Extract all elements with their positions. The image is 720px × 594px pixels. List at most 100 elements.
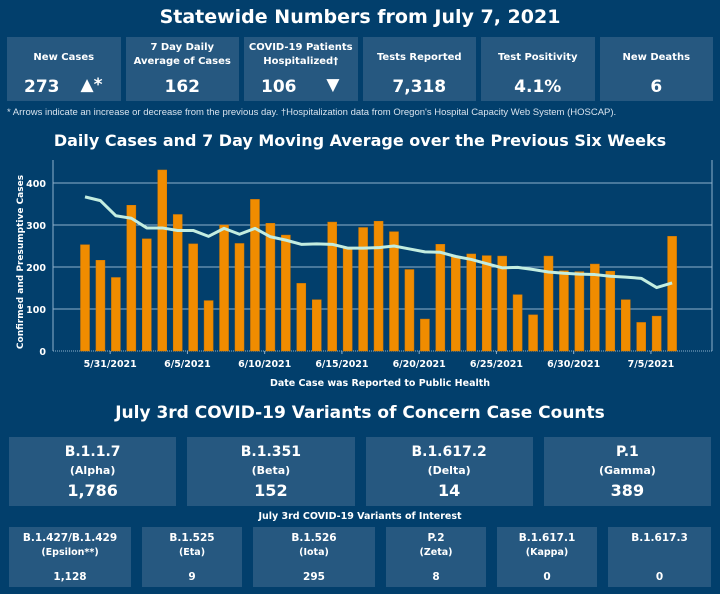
kpi-new-cases: New Cases 273 ▲* xyxy=(7,37,121,101)
bar xyxy=(312,299,322,352)
kpi-value: 7,318 xyxy=(392,77,447,97)
variants-of-interest: B.1.427/B.1.429 (Epsilon**) 1,128 B.1.52… xyxy=(9,527,711,587)
footnote: * Arrows indicate an increase or decreas… xyxy=(7,107,617,118)
kpi-value: 162 xyxy=(164,77,201,97)
bar xyxy=(621,299,631,352)
up-arrow-icon: ▲* xyxy=(80,75,103,95)
variant-count: 1,786 xyxy=(67,481,118,500)
bar xyxy=(451,256,461,352)
bar xyxy=(404,269,415,352)
kpi-value: 6 xyxy=(650,77,663,97)
kpi-test-positivity: Test Positivity 4.1% xyxy=(481,37,595,101)
variant-name: (Beta) xyxy=(251,464,291,477)
x-tick-label: 6/15/2021 xyxy=(315,359,368,370)
variant-lineage: B.1.1.7 xyxy=(64,444,121,460)
variant-count: 9 xyxy=(188,571,196,583)
variants-of-concern: B.1.1.7 (Alpha) 1,786 B.1.351 (Beta) 152… xyxy=(9,437,711,506)
bar xyxy=(651,315,662,352)
bar xyxy=(528,314,538,352)
bar xyxy=(497,255,507,352)
bar xyxy=(574,271,585,352)
kpi-label: New Deaths xyxy=(622,52,691,63)
kpi-label: 7 Day Daily Average of Cases xyxy=(133,42,231,67)
x-tick-label: 6/10/2021 xyxy=(238,359,291,370)
variant-lineage: B.1.427/B.1.429 xyxy=(22,532,118,544)
kpi-tests-reported: Tests Reported 7,318 xyxy=(362,37,476,101)
page-title: Statewide Numbers from July 7, 2021 xyxy=(159,6,561,28)
variant-card: B.1.427/B.1.429 (Epsilon**) 1,128 xyxy=(9,527,131,587)
variant-name: (Gamma) xyxy=(598,464,656,477)
daily-cases-chart: 0 100 200 300 400 5/31/2021 6/5/2021 6/10/2021… xyxy=(16,160,713,389)
variant-card: P.1 (Gamma) 389 xyxy=(543,437,711,506)
variant-card: B.1.617.2 (Delta) 14 xyxy=(365,437,533,506)
bar xyxy=(126,205,137,352)
y-tick-label: 300 xyxy=(26,221,46,232)
y-tick-label: 0 xyxy=(39,347,46,358)
variant-name: (Iota) xyxy=(299,547,329,558)
kpi-label: Tests Reported xyxy=(376,52,462,63)
bar xyxy=(435,244,446,352)
bar xyxy=(234,243,245,352)
variant-card: P.2 (Zeta) 8 xyxy=(386,527,486,587)
bar xyxy=(188,243,198,352)
bar xyxy=(203,300,214,352)
variant-name: (Epsilon**) xyxy=(41,547,99,558)
x-axis-label: Date Case was Reported to Public Health xyxy=(270,378,490,389)
variant-card: B.1.617.3 0 xyxy=(608,527,711,587)
down-arrow-icon: ▼ xyxy=(326,75,340,95)
bar xyxy=(590,263,600,352)
bar xyxy=(389,231,399,352)
kpi-hospitalized: COVID-19 Patients Hospitalized† 106 ▼ xyxy=(244,37,358,101)
bar xyxy=(373,220,384,352)
variant-card: B.1.526 (Iota) 295 xyxy=(253,527,375,587)
bar xyxy=(157,169,167,352)
variant-count: 295 xyxy=(303,571,325,583)
x-tick-label: 6/25/2021 xyxy=(470,359,523,370)
bar xyxy=(605,270,616,352)
bar xyxy=(281,234,291,352)
variant-card: B.1.351 (Beta) 152 xyxy=(187,437,355,506)
variant-lineage: B.1.525 xyxy=(169,532,215,544)
kpi-value: 4.1% xyxy=(514,77,562,97)
kpi-value: 273 xyxy=(24,77,60,97)
bar xyxy=(481,255,492,352)
bar xyxy=(296,283,307,352)
bar xyxy=(466,253,476,352)
bar xyxy=(95,260,106,352)
x-tick-label: 7/5/2021 xyxy=(628,359,675,370)
bar xyxy=(219,224,229,352)
variant-count: 1,128 xyxy=(53,571,87,583)
kpi-value: 106 xyxy=(261,77,297,97)
bar xyxy=(250,199,260,352)
variant-count: 0 xyxy=(543,571,551,583)
bar xyxy=(142,238,152,352)
x-tick-label: 6/5/2021 xyxy=(164,359,211,370)
bar xyxy=(667,236,677,352)
variant-count: 152 xyxy=(254,481,288,500)
variant-name: (Delta) xyxy=(427,464,471,477)
kpi-label: New Cases xyxy=(33,52,95,63)
bar xyxy=(559,270,569,352)
bar xyxy=(80,244,90,352)
variant-card: B.1.617.1 (Kappa) 0 xyxy=(497,527,597,587)
variant-count: 8 xyxy=(432,571,440,583)
chart-title: Daily Cases and 7 Day Moving Average ove… xyxy=(53,131,667,150)
bar xyxy=(512,294,523,352)
moving-average-line xyxy=(84,195,673,290)
variant-name xyxy=(608,547,711,560)
kpi-label: COVID-19 Patients Hospitalized† xyxy=(248,42,353,67)
x-tick-label: 6/30/2021 xyxy=(547,359,600,370)
kpi-new-deaths: New Deaths 6 xyxy=(599,37,713,101)
y-axis-label: Confirmed and Presumptive Cases xyxy=(16,175,26,349)
bar xyxy=(420,318,430,352)
y-tick-label: 100 xyxy=(26,305,46,316)
bar xyxy=(342,247,353,352)
variant-lineage: B.1.351 xyxy=(240,444,302,460)
x-tick-label: 6/20/2021 xyxy=(393,359,446,370)
variant-lineage: P.1 xyxy=(616,444,639,460)
kpi-label: Test Positivity xyxy=(497,52,578,63)
bar xyxy=(172,214,183,352)
variant-name: (Kappa) xyxy=(525,547,569,558)
variants-of-interest-title: July 3rd COVID-19 Variants of Interest xyxy=(258,511,462,522)
bar xyxy=(265,223,276,352)
